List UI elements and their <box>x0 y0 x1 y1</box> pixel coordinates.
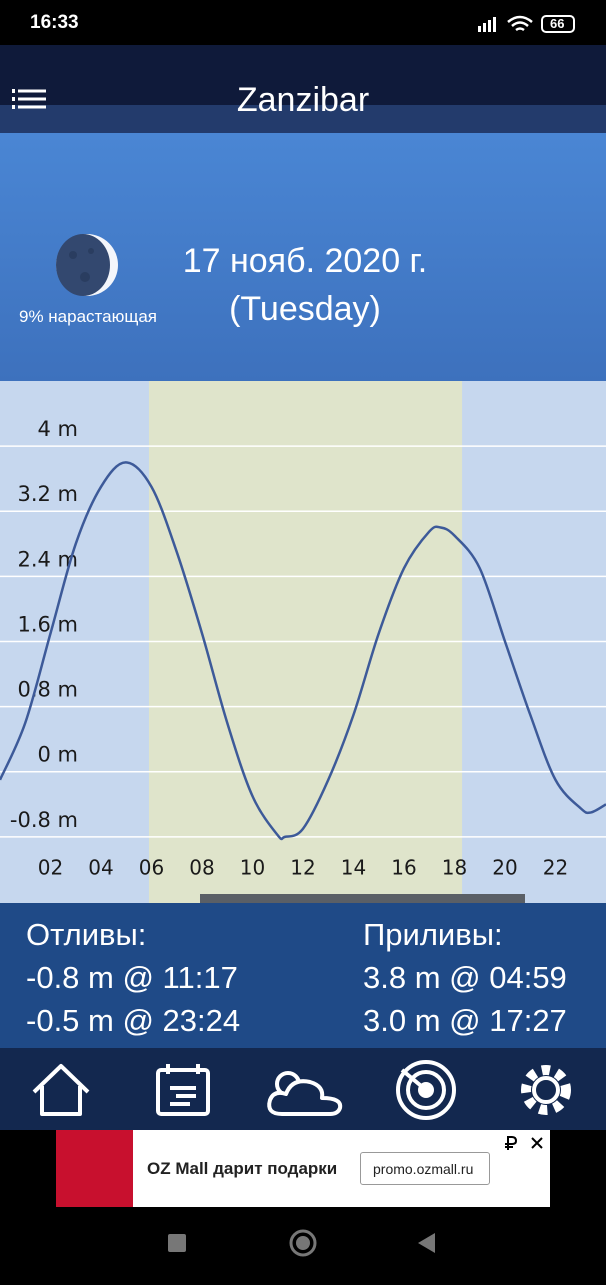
y-tick-label: 1.6 m <box>17 612 78 636</box>
tide-summary: Отливы: -0.8 m @ 11:17 -0.5 m @ 23:24 Пр… <box>0 903 606 1048</box>
status-bar: 16:33 66 <box>0 0 606 45</box>
low-tide: -0.5 m @ 23:24 <box>26 1003 241 1038</box>
low-title: Отливы: <box>26 917 147 952</box>
location-title: Zanzibar <box>236 81 370 119</box>
high-tide: 3.0 m @ 17:27 <box>363 1003 567 1038</box>
x-tick-label: 10 <box>240 856 265 880</box>
ad-margin <box>550 1130 606 1207</box>
calendar-button[interactable] <box>156 1064 210 1116</box>
y-tick-label: 0 m <box>38 743 79 767</box>
x-tick-label: 02 <box>38 856 63 880</box>
x-tick-label: 08 <box>189 856 214 880</box>
home-button[interactable] <box>32 1064 90 1116</box>
ad-link[interactable]: promo.ozmall.ru <box>360 1152 490 1185</box>
date-line: 17 нояб. 2020 г. <box>182 242 428 280</box>
ad-controls <box>505 1136 543 1150</box>
x-tick-label: 06 <box>139 856 164 880</box>
weekday: (Tuesday) <box>229 290 381 328</box>
low-tide: -0.8 m @ 11:17 <box>26 960 238 995</box>
bottom-nav <box>0 1048 606 1130</box>
nav-icons <box>32 1060 571 1120</box>
menu-button[interactable] <box>12 87 48 113</box>
clock: 16:33 <box>30 12 79 33</box>
x-tick-label: 14 <box>341 856 366 880</box>
scroll-indicator <box>200 894 525 903</box>
home-system-button[interactable] <box>289 1229 317 1257</box>
high-title: Приливы: <box>363 917 503 952</box>
x-tick-label: 20 <box>492 856 517 880</box>
back-button[interactable] <box>418 1233 435 1253</box>
system-buttons <box>168 1229 435 1257</box>
system-nav <box>0 1207 606 1280</box>
x-tick-label: 12 <box>290 856 315 880</box>
y-tick-label: 0.8 m <box>17 678 78 702</box>
x-tick-label: 16 <box>391 856 416 880</box>
tide-curve <box>0 461 606 841</box>
status-icons <box>478 15 575 33</box>
app-header: Zanzibar <box>0 45 606 133</box>
ad-url: promo.ozmall.ru <box>373 1161 473 1177</box>
battery-level: 66 <box>550 16 565 31</box>
high-tides: Приливы: 3.8 m @ 04:59 3.0 m @ 17:27 <box>363 913 567 1042</box>
date-panel: 9% нарастающая 17 нояб. 2020 г. (Tuesday… <box>0 133 606 381</box>
ad-title: OZ Mall дарит подарки <box>147 1159 338 1178</box>
x-tick-label: 18 <box>442 856 467 880</box>
x-tick-label: 04 <box>88 856 113 880</box>
high-tide: 3.8 m @ 04:59 <box>363 960 567 995</box>
y-tick-label: 4 m <box>38 417 79 441</box>
weather-button[interactable] <box>267 1071 343 1116</box>
settings-button[interactable] <box>521 1065 571 1115</box>
ad-close[interactable] <box>531 1137 543 1149</box>
ad-margin <box>0 1130 56 1207</box>
x-tick-label: 22 <box>543 856 568 880</box>
y-tick-label: -0.8 m <box>10 808 78 832</box>
radar-button[interactable] <box>396 1060 456 1120</box>
ad-banner[interactable]: OZ Mall дарит подарки promo.ozmall.ru <box>56 1130 550 1207</box>
date: 17 нояб. 2020 г. (Tuesday) <box>150 237 460 333</box>
recents-button[interactable] <box>168 1234 186 1252</box>
tide-chart: 4 m3.2 m2.4 m1.6 m0.8 m0 m-0.8 m02 04 06 08… <box>0 381 606 903</box>
moon-icon <box>56 234 118 296</box>
low-tides: Отливы: -0.8 m @ 11:17 -0.5 m @ 23:24 <box>26 913 240 1042</box>
moon-phase: 9% нарастающая <box>19 307 157 326</box>
ad-image <box>56 1130 133 1207</box>
y-tick-label: 3.2 m <box>17 482 78 506</box>
